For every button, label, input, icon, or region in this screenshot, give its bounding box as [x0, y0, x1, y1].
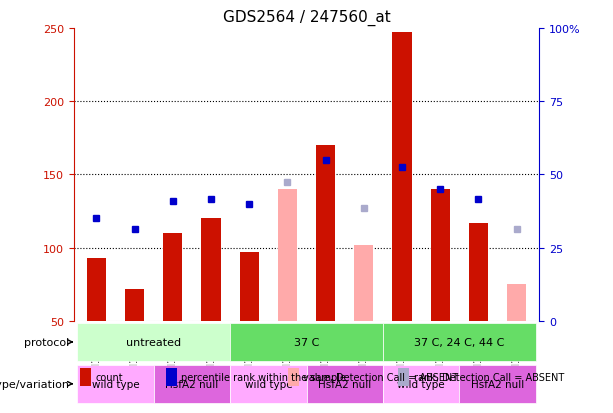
Bar	[469, 223, 488, 321]
Text: value, Detection Call = ABSENT: value, Detection Call = ABSENT	[303, 373, 459, 382]
Text: genotype/variation: genotype/variation	[0, 379, 72, 389]
Text: count: count	[95, 373, 123, 382]
Bar	[392, 33, 411, 321]
Bar	[166, 368, 177, 386]
FancyBboxPatch shape	[383, 365, 459, 403]
Bar	[288, 368, 299, 386]
Text: 37 C, 24 C, 44 C: 37 C, 24 C, 44 C	[414, 337, 504, 347]
Bar	[163, 233, 183, 321]
Text: HsfA2 null: HsfA2 null	[166, 379, 219, 389]
Bar	[125, 289, 144, 321]
Bar	[398, 368, 409, 386]
Text: 37 C: 37 C	[294, 337, 319, 347]
FancyBboxPatch shape	[154, 365, 230, 403]
FancyBboxPatch shape	[77, 365, 154, 403]
FancyBboxPatch shape	[306, 365, 383, 403]
Bar	[278, 190, 297, 321]
Bar	[240, 252, 259, 321]
Text: wild type: wild type	[92, 379, 139, 389]
Bar	[202, 219, 221, 321]
Text: wild type: wild type	[245, 379, 292, 389]
FancyBboxPatch shape	[230, 323, 383, 361]
Text: wild type: wild type	[397, 379, 445, 389]
Text: protocol: protocol	[24, 337, 72, 347]
Bar	[80, 368, 91, 386]
Text: HsfA2 null: HsfA2 null	[471, 379, 524, 389]
Bar	[430, 190, 450, 321]
Bar	[316, 146, 335, 321]
Text: rank, Detection Call = ABSENT: rank, Detection Call = ABSENT	[414, 373, 564, 382]
FancyBboxPatch shape	[459, 365, 536, 403]
Text: HsfA2 null: HsfA2 null	[318, 379, 371, 389]
Text: percentile rank within the sample: percentile rank within the sample	[181, 373, 346, 382]
Bar	[354, 245, 373, 321]
Bar	[87, 259, 106, 321]
Text: untreated: untreated	[126, 337, 181, 347]
FancyBboxPatch shape	[230, 365, 306, 403]
Bar	[507, 285, 526, 321]
FancyBboxPatch shape	[77, 323, 230, 361]
Title: GDS2564 / 247560_at: GDS2564 / 247560_at	[223, 10, 390, 26]
FancyBboxPatch shape	[383, 323, 536, 361]
